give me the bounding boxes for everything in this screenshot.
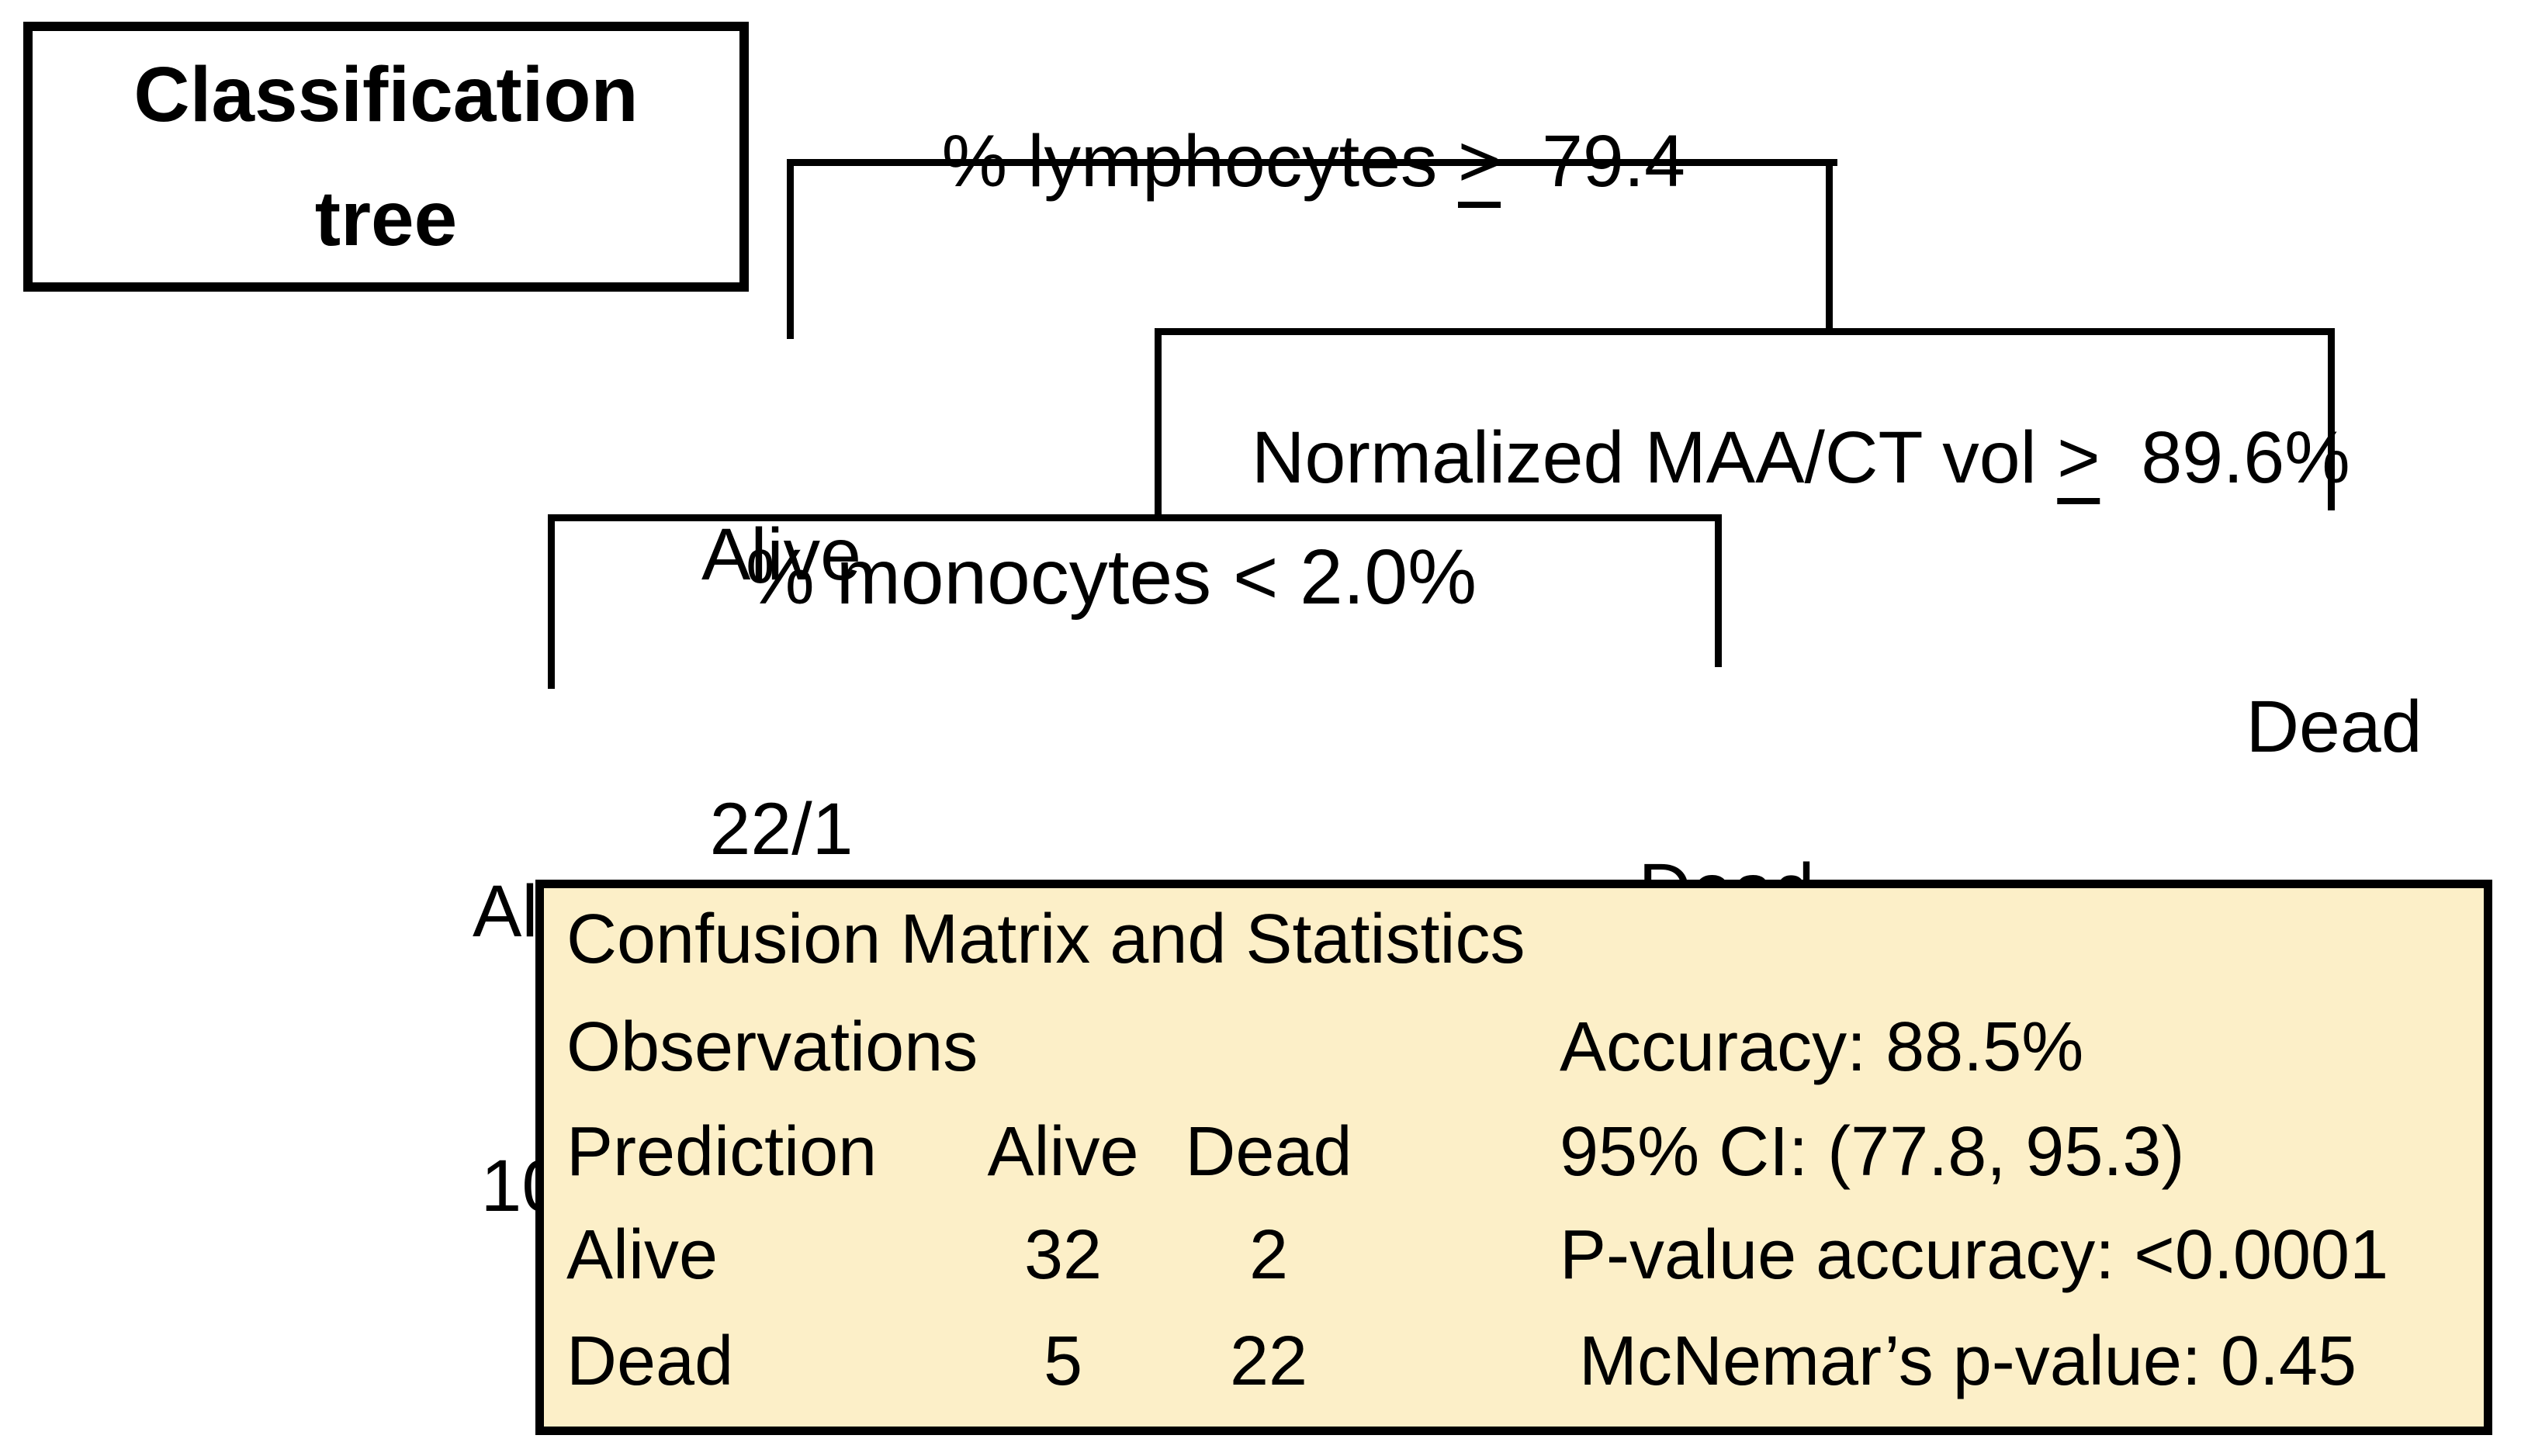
maa-split-operator: > [2057, 421, 2100, 504]
matrix-row-label: Dead [566, 1323, 734, 1400]
figure-title-line2: tree [314, 175, 458, 262]
confusion-matrix-row-dead: Dead 5 22 [566, 1326, 1373, 1396]
matrix-cell-alive-dead: 2 [1248, 1216, 1289, 1294]
matrix-cell-dead-dead: 22 [1229, 1323, 1308, 1400]
stat-confidence-interval: 95% CI: (77.8, 95.3) [1560, 1113, 2185, 1191]
monocytes-split-label: % monocytes < 2.0% [745, 534, 1477, 621]
leaf-outcome: Alive [701, 514, 861, 596]
matrix-cell-alive-alive: 32 [1023, 1216, 1103, 1294]
connector-maa-left-vertical [1155, 328, 1162, 518]
matrix-header-dead: Dead [1185, 1113, 1352, 1191]
matrix-cell-dead-alive: 5 [1043, 1323, 1083, 1400]
title-box: Classification tree [23, 22, 749, 292]
root-split-label: % lymphocytes > 79.4 [860, 51, 1685, 282]
connector-monocytes-horizontal [548, 514, 1722, 521]
stat-accuracy: Accuracy: 88.5% [1560, 1008, 2084, 1086]
confusion-matrix-row-alive: Alive 32 2 [566, 1220, 1373, 1290]
connector-monocytes-right-vertical [1715, 514, 1722, 667]
matrix-header-alive: Alive [987, 1113, 1139, 1191]
leaf-outcome: Dead [2246, 686, 2422, 768]
figure-title-line1: Classification [133, 51, 639, 138]
connector-monocytes-left-vertical [548, 514, 555, 689]
confusion-title: Confusion Matrix and Statistics [566, 901, 1525, 978]
confusion-matrix-header-row: Prediction Alive Dead [566, 1117, 1373, 1187]
stat-mcnemar-p-value: McNemar’s p-value: 0.45 [1579, 1323, 2357, 1400]
root-split-prefix: % lymphocytes [941, 120, 1458, 202]
connector-maa-horizontal [1155, 328, 2335, 335]
matrix-header-prediction: Prediction [566, 1113, 878, 1191]
root-split-value: 79.4 [1501, 120, 1685, 202]
connector-root-horizontal [787, 159, 1837, 166]
confusion-observations-label: Observations [566, 1008, 978, 1086]
maa-split-label: Normalized MAA/CT vol > 89.6% [1169, 348, 2350, 578]
root-split-operator: > [1457, 125, 1501, 208]
connector-root-left-vertical [787, 159, 794, 339]
stat-p-value-accuracy: P-value accuracy: <0.0001 [1560, 1216, 2389, 1294]
connector-root-right-vertical [1826, 159, 1833, 334]
maa-split-prefix: Normalized MAA/CT vol [1251, 417, 2058, 499]
maa-split-value: 89.6% [2100, 417, 2350, 499]
leaf-ratio: 22/1 [709, 788, 854, 870]
connector-maa-right-vertical [2328, 328, 2335, 510]
confusion-matrix-box [535, 880, 2492, 1435]
matrix-row-label: Alive [566, 1216, 719, 1294]
leaf-alive-22-1: Alive 22/1 [701, 326, 861, 1058]
